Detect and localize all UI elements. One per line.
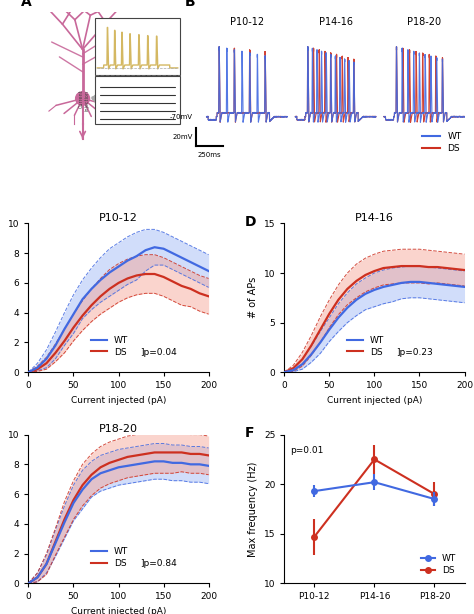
Legend: WT, DS: WT, DS	[418, 551, 460, 579]
Text: F: F	[245, 426, 254, 440]
Text: P10-12: P10-12	[230, 17, 264, 27]
Polygon shape	[92, 95, 96, 103]
Text: p=0.01: p=0.01	[290, 446, 323, 456]
Title: P10-12: P10-12	[99, 212, 138, 223]
Title: P18-20: P18-20	[99, 424, 138, 434]
X-axis label: Current injected (pA): Current injected (pA)	[71, 396, 166, 405]
Text: ]p=0.84: ]p=0.84	[140, 559, 177, 569]
Y-axis label: # of APs: # of APs	[248, 277, 258, 319]
Text: ]p=0.23: ]p=0.23	[396, 348, 433, 357]
Text: 250ms: 250ms	[198, 152, 221, 158]
Text: B: B	[185, 0, 196, 9]
Text: -70mV: -70mV	[170, 114, 193, 120]
Text: 20mV: 20mV	[173, 134, 193, 140]
Legend: WT, DS: WT, DS	[343, 333, 388, 360]
Text: D: D	[245, 214, 256, 228]
FancyBboxPatch shape	[95, 76, 180, 124]
Y-axis label: Max frequency (Hz): Max frequency (Hz)	[248, 461, 258, 557]
Title: P14-16: P14-16	[355, 212, 394, 223]
Legend: WT, DS: WT, DS	[87, 544, 132, 572]
Circle shape	[76, 92, 90, 105]
Legend: WT, DS: WT, DS	[419, 128, 465, 157]
X-axis label: Current injected (pA): Current injected (pA)	[327, 396, 422, 405]
Legend: WT, DS: WT, DS	[87, 333, 132, 360]
X-axis label: Current injected (pA): Current injected (pA)	[71, 607, 166, 614]
Text: P18-20: P18-20	[407, 17, 441, 27]
Text: A: A	[21, 0, 31, 9]
Text: Current
injection: Current injection	[79, 90, 90, 111]
Y-axis label: # of APs: # of APs	[0, 277, 2, 319]
Y-axis label: # of APs: # of APs	[0, 488, 2, 529]
FancyBboxPatch shape	[95, 18, 180, 75]
Text: P14-16: P14-16	[319, 17, 353, 27]
Text: ]p=0.04: ]p=0.04	[140, 348, 177, 357]
